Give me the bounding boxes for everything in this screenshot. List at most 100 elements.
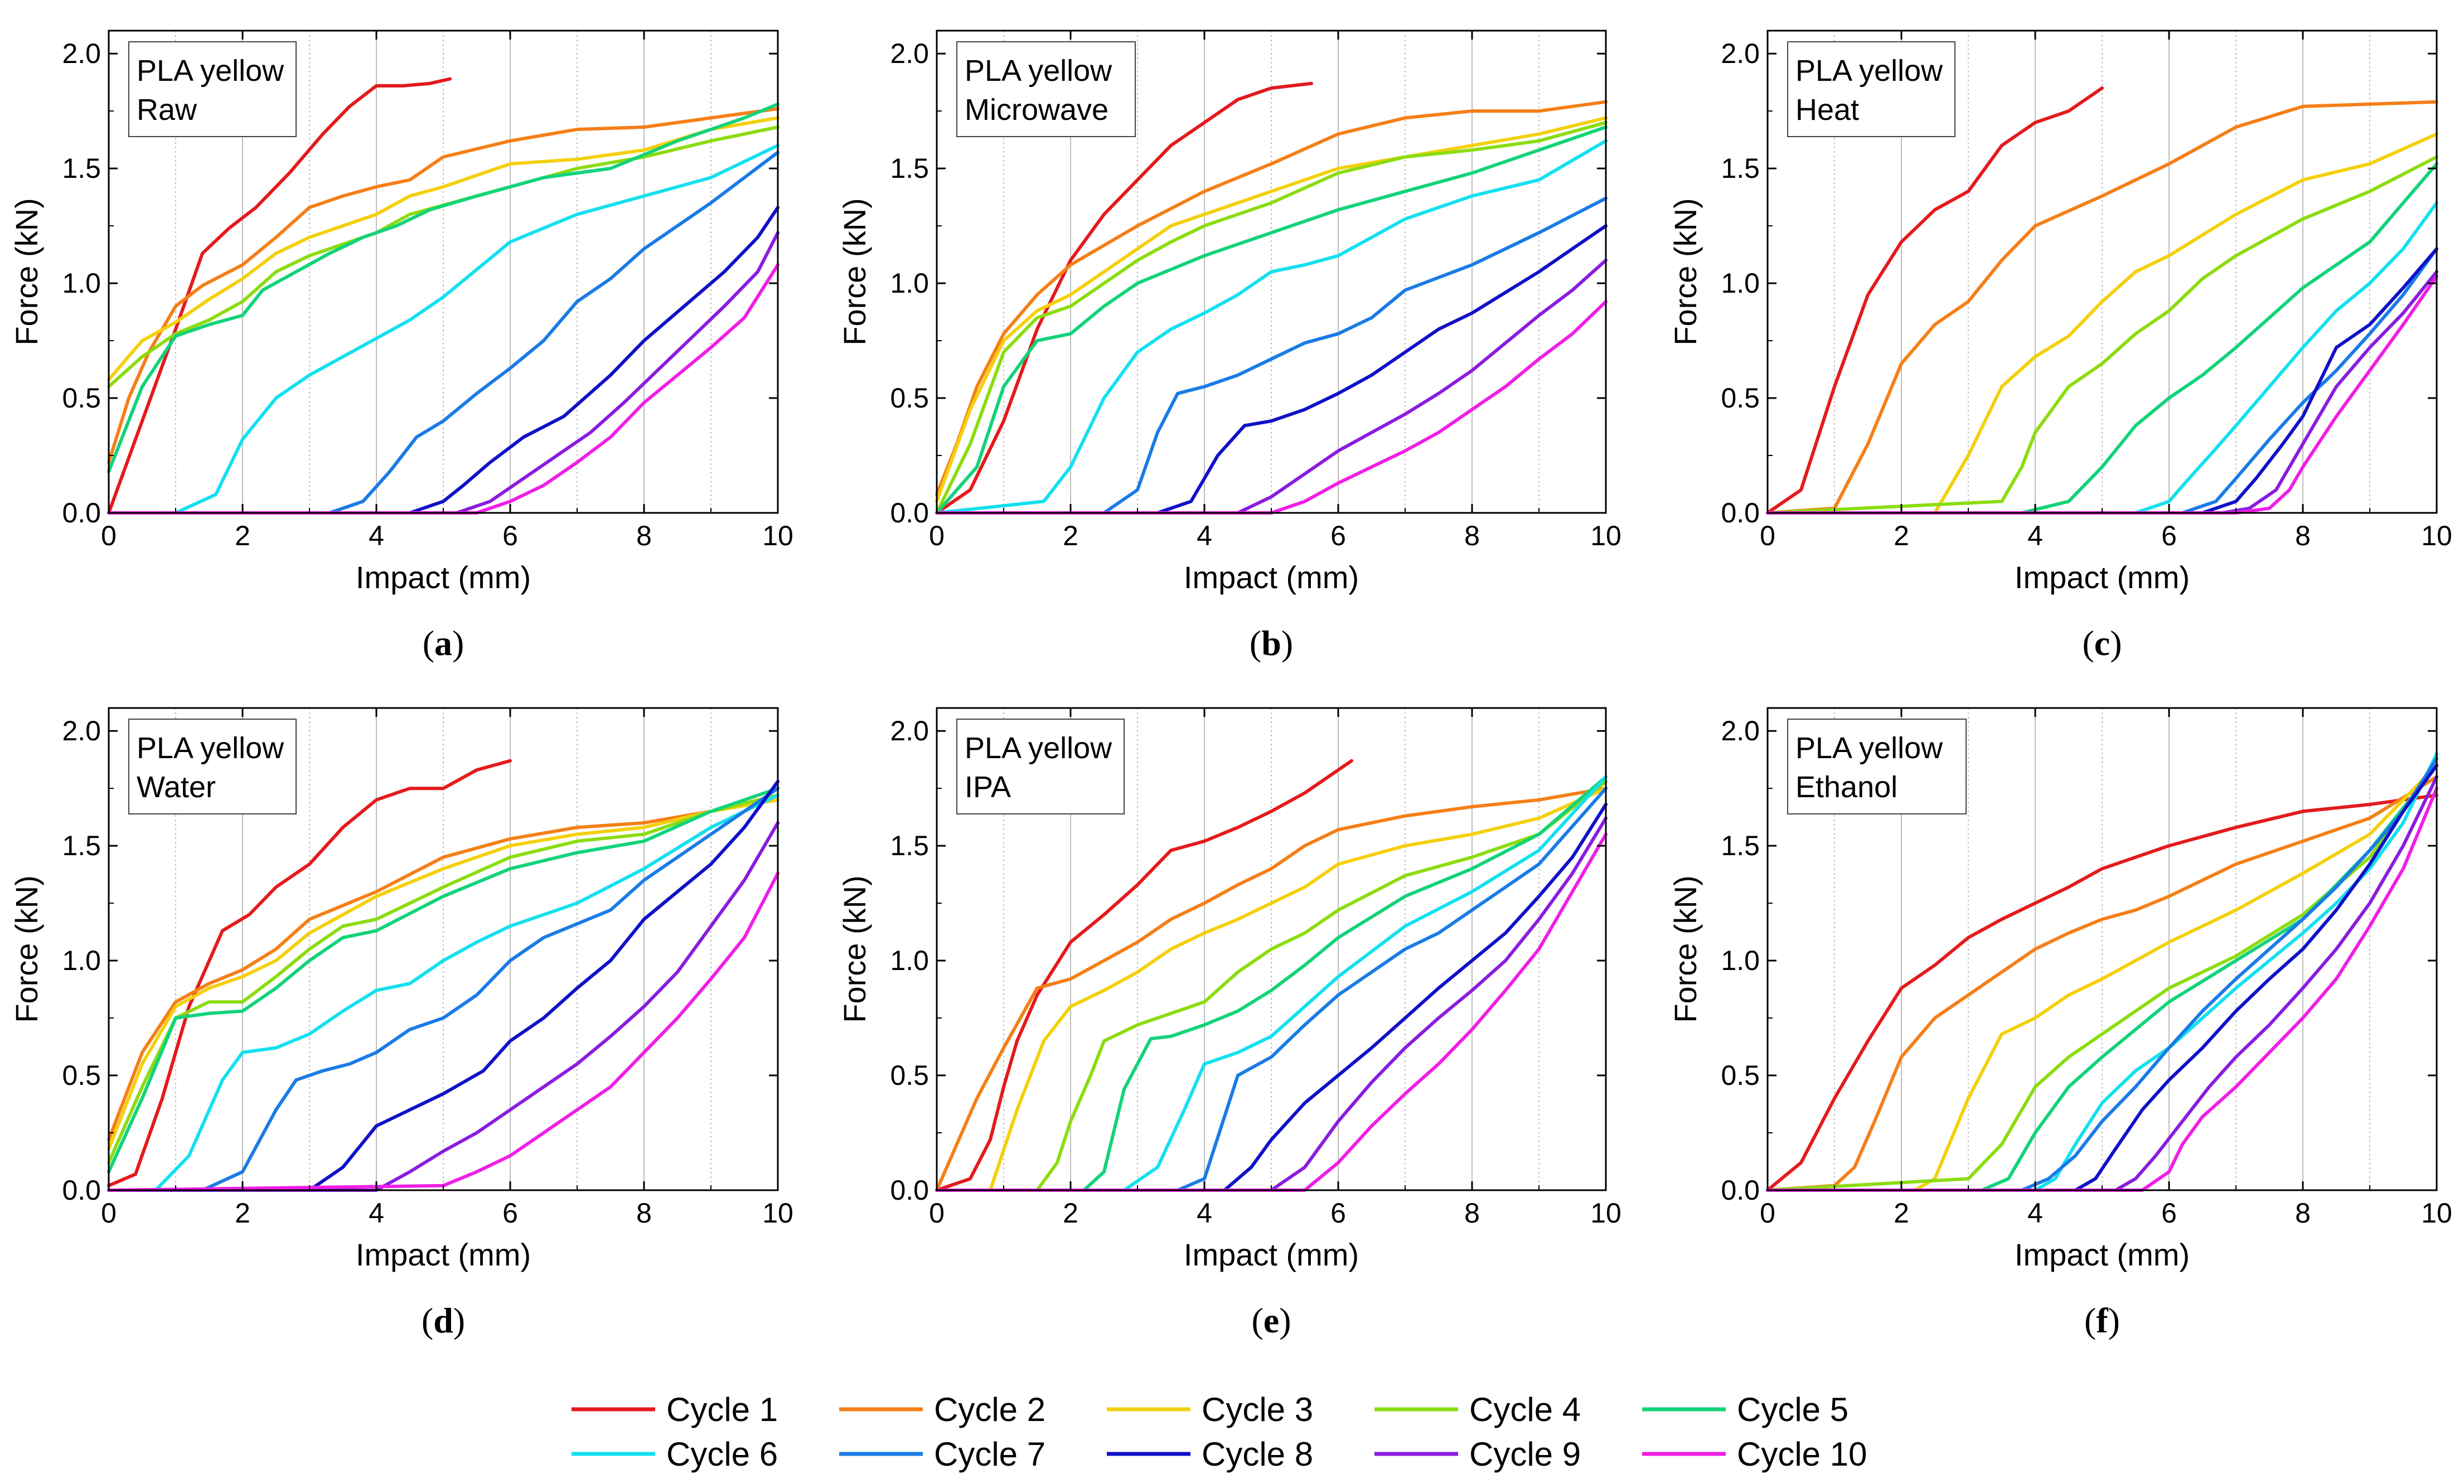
legend-label: Cycle 1 [666,1391,778,1428]
y-tick-label: 1.5 [890,153,929,184]
series-line-cycle-3 [935,116,1608,503]
y-axis-title: Force (kN) [837,875,872,1022]
y-tick-label: 2.0 [890,715,929,746]
legend-label: Cycle 6 [666,1435,778,1473]
series-line-cycle-5 [935,775,1608,1192]
panel-label: (b) [1250,623,1293,663]
series-line-cycle-8 [935,224,1608,515]
annotation-box [128,41,297,137]
y-tick-label: 0.0 [1721,1175,1760,1206]
chart-panel-f: 0 2 4 6 8 10 0.0 0.5 1.0 1.5 2.0 Impact (mm) Force (… [1668,707,2452,1340]
series-line-cycle-2 [935,100,1608,496]
x-tick-label: 10 [1590,1197,1621,1229]
y-tick-label: 1.5 [62,153,101,184]
x-tick-label: 2 [235,520,250,551]
y-tick-label: 1.5 [890,830,929,861]
legend-label: Cycle 9 [1469,1435,1581,1473]
y-tick-label: 2.0 [890,38,929,69]
y-tick-label: 1.0 [1721,945,1760,976]
x-tick-label: 6 [1330,520,1346,551]
series-line-cycle-7 [1766,756,2438,1192]
series-line-cycle-7 [935,196,1608,515]
legend-label: Cycle 3 [1202,1391,1313,1428]
x-tick-label: 0 [1760,520,1775,551]
series-line-cycle-9 [107,231,780,515]
chart-panel-d: 0 2 4 6 8 10 0.0 0.5 1.0 1.5 2.0 Impact (mm) Force (… [9,707,793,1340]
x-tick-label: 4 [2027,1197,2043,1229]
legend: Cycle 1 Cycle 2 Cycle 3 Cycle 4 Cycle 5 Cycle… [572,1391,1867,1473]
series-line-cycle-6 [1766,201,2438,515]
annotation-treatment: IPA [965,770,1011,804]
y-tick-label: 1.5 [1721,830,1760,861]
panel-label: (a) [423,623,464,663]
x-tick-label: 2 [1063,520,1078,551]
x-tick-label: 8 [2295,520,2311,551]
series-line-cycle-3 [1766,764,2438,1192]
x-tick-label: 8 [636,520,652,551]
series-line-cycle-8 [107,779,780,1192]
x-tick-label: 6 [502,1197,518,1229]
x-tick-label: 6 [2161,520,2177,551]
x-tick-label: 2 [235,1197,250,1229]
y-tick-label: 0.0 [890,1175,929,1206]
series-line-cycle-6 [107,793,780,1192]
y-tick-label: 1.5 [62,830,101,861]
y-tick-label: 0.5 [62,382,101,414]
series-line-cycle-4 [107,793,780,1165]
annotation-box [1787,719,1967,814]
x-tick-label: 4 [2027,520,2043,551]
series-line-cycle-9 [107,821,780,1192]
series-line-cycle-9 [935,258,1608,515]
y-tick-label: 0.5 [1721,382,1760,414]
series-line-cycle-1 [1766,86,2104,515]
x-tick-label: 8 [636,1197,652,1229]
annotation-box [128,719,297,814]
y-tick-label: 0.5 [1721,1060,1760,1091]
x-tick-label: 0 [1760,1197,1775,1229]
annotation-treatment: Microwave [965,93,1108,127]
x-tick-label: 0 [101,1197,117,1229]
y-tick-label: 0.0 [890,497,929,528]
y-axis-title: Force (kN) [837,198,872,345]
legend-label: Cycle 8 [1202,1435,1313,1473]
series-line-cycle-4 [1766,155,2438,515]
series-line-cycle-8 [1766,247,2438,515]
x-tick-label: 10 [762,520,793,551]
legend-label: Cycle 10 [1737,1435,1867,1473]
chart-panel-b: 0 2 4 6 8 10 0.0 0.5 1.0 1.5 2.0 Impact (mm) Force (… [837,30,1621,663]
x-tick-label: 10 [1590,520,1621,551]
series-line-cycle-4 [935,779,1608,1192]
x-tick-label: 8 [1464,520,1480,551]
y-tick-label: 0.5 [890,382,929,414]
annotation-box [956,41,1136,137]
annotation-material: PLA yellow [1795,731,1943,765]
series-line-cycle-5 [107,102,780,473]
series-line-cycle-2 [107,107,780,464]
x-tick-label: 6 [1330,1197,1346,1229]
x-axis-title: Impact (mm) [1184,1237,1359,1272]
y-tick-label: 1.0 [62,945,101,976]
x-tick-label: 10 [2421,520,2452,551]
annotation-treatment: Ethanol [1795,770,1897,804]
x-tick-label: 4 [369,1197,384,1229]
y-tick-label: 1.5 [1721,153,1760,184]
chart-panel-c: 0 2 4 6 8 10 0.0 0.5 1.0 1.5 2.0 Impact (mm) Force (… [1668,30,2452,663]
y-tick-label: 2.0 [1721,38,1760,69]
x-axis-title: Impact (mm) [2015,560,2190,595]
chart-panel-e: 0 2 4 6 8 10 0.0 0.5 1.0 1.5 2.0 Impact (mm) Force (… [837,707,1621,1340]
series-line-cycle-8 [107,206,780,515]
series-line-cycle-10 [107,871,780,1192]
series-line-cycle-6 [107,144,780,515]
x-tick-label: 0 [101,520,117,551]
x-tick-label: 4 [1197,520,1212,551]
y-tick-label: 1.0 [890,268,929,299]
y-axis-title: Force (kN) [1668,875,1703,1022]
series-line-cycle-2 [107,793,780,1142]
series-line-cycle-2 [935,787,1608,1192]
panel-label: (d) [422,1301,465,1340]
y-tick-label: 2.0 [1721,715,1760,746]
series-line-cycle-1 [1766,793,2438,1192]
series-line-cycle-10 [1766,274,2438,515]
x-tick-label: 0 [929,1197,945,1229]
